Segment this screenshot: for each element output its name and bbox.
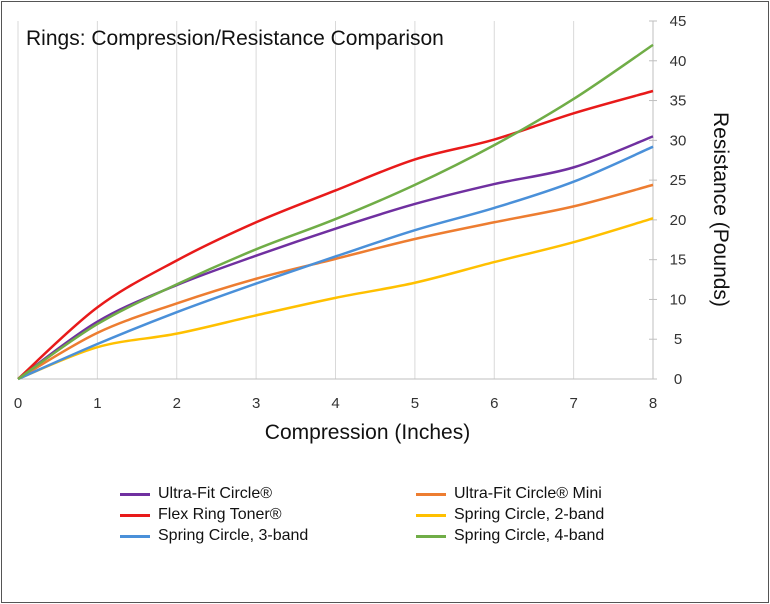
legend-label: Spring Circle, 2-band <box>454 506 605 523</box>
y-tick-label: 30 <box>670 132 687 149</box>
legend-label: Spring Circle, 4-band <box>454 527 605 544</box>
legend-swatch <box>416 534 446 538</box>
series-line-flex-ring-toner <box>17 89 654 380</box>
y-tick-label: 35 <box>670 93 687 110</box>
legend-swatch <box>120 492 150 496</box>
series-line-ultra-fit-circle <box>17 135 654 381</box>
legend-swatch <box>120 513 150 517</box>
x-axis-label: Compression (Inches) <box>264 421 471 444</box>
legend-item-flex-ring-toner: Flex Ring Toner® <box>120 505 282 525</box>
y-tick-label: 10 <box>670 291 687 308</box>
legend-label: Flex Ring Toner® <box>158 506 282 523</box>
legend-swatch <box>416 492 446 496</box>
legend-label: Ultra-Fit Circle® Mini <box>454 485 602 502</box>
x-tick-label: 8 <box>649 395 657 412</box>
legend-item-ultra-fit-circle-mini: Ultra-Fit Circle® Mini <box>416 484 602 504</box>
legend-item-ultra-fit-circle: Ultra-Fit Circle® <box>120 484 272 504</box>
y-tick-label: 15 <box>670 252 687 269</box>
chart-title: Rings: Compression/Resistance Comparison <box>26 27 444 50</box>
series-lines <box>17 43 654 381</box>
x-tick-label: 0 <box>14 395 22 412</box>
x-tick-label: 5 <box>411 395 419 412</box>
x-tick-label: 7 <box>569 395 577 412</box>
x-tick-label: 4 <box>331 395 339 412</box>
x-tick-label: 1 <box>93 395 101 412</box>
y-tick-label: 25 <box>670 172 687 189</box>
series-line-spring-circle-3-band <box>17 145 654 381</box>
legend-label: Spring Circle, 3-band <box>158 527 309 544</box>
y-tick-label: 0 <box>674 371 682 388</box>
legend-swatch <box>120 534 150 538</box>
axes <box>18 20 657 380</box>
y-tick-label: 20 <box>670 212 687 229</box>
y-tick-label: 45 <box>670 13 687 30</box>
legend-item-spring-circle-2-band: Spring Circle, 2-band <box>416 505 604 525</box>
x-tick-label: 3 <box>252 395 260 412</box>
legend-label: Ultra-Fit Circle® <box>158 485 273 502</box>
legend-item-spring-circle-3-band: Spring Circle, 3-band <box>120 526 308 546</box>
legend-swatch <box>416 513 446 517</box>
x-tick-label: 6 <box>490 395 498 412</box>
series-line-spring-circle-2-band <box>17 217 654 381</box>
x-tick-label: 2 <box>173 395 181 412</box>
series-line-spring-circle-4-band <box>17 43 654 381</box>
legend-item-spring-circle-4-band: Spring Circle, 4-band <box>416 526 604 546</box>
y-axis-label: Resistance (Pounds) <box>709 112 732 307</box>
y-tick-label: 40 <box>670 53 687 70</box>
y-tick-label: 5 <box>674 331 682 348</box>
series-line-ultra-fit-circle-mini <box>17 183 654 381</box>
